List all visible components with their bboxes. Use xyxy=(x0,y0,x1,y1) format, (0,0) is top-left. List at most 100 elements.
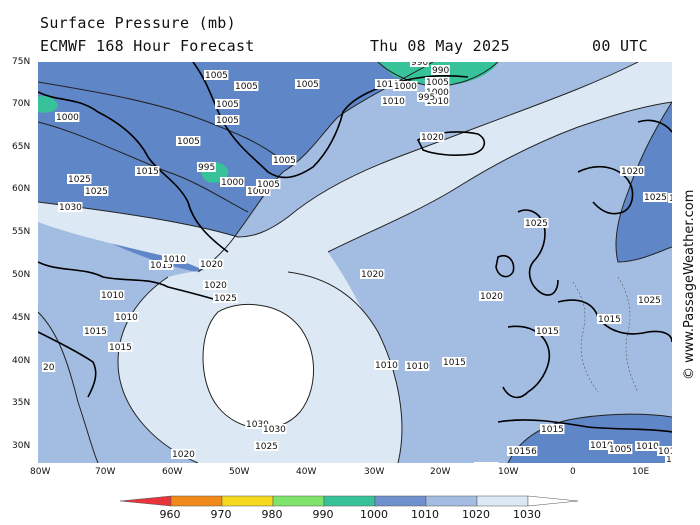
isobar-lines xyxy=(38,62,672,463)
isobar-label-bg xyxy=(108,342,133,352)
isobar-label-text: 1005 xyxy=(426,78,449,88)
isobar-label-text: 1030 xyxy=(59,203,82,213)
isobar-label-text: 1015 xyxy=(666,455,672,463)
isobar-label-text: 1015 xyxy=(443,358,466,368)
isobar-label-bg xyxy=(100,290,125,300)
isobar-label-text: 1005 xyxy=(216,116,239,126)
isobar-label-text: 1010 xyxy=(375,361,398,371)
isobar-label-text: 1030 xyxy=(263,425,286,435)
isobar-label: 1010 xyxy=(374,360,399,371)
lat-label-65n: 65N xyxy=(12,142,31,152)
isobar-label: 1000 xyxy=(55,112,80,123)
isobar-label-bg xyxy=(213,293,238,303)
lat-label-70n: 70N xyxy=(12,99,31,109)
isobar-label-text: 1000 xyxy=(221,178,244,188)
isobar-label-bg xyxy=(374,360,399,370)
isobar-label-bg xyxy=(149,260,174,270)
isobar-label-text: 1000 xyxy=(426,88,449,98)
isobar-label-bg xyxy=(405,361,430,371)
isobar-label: 1030 xyxy=(58,202,83,213)
isobar-label-text: 1005 xyxy=(177,137,200,147)
legend-cell xyxy=(323,495,376,507)
isobar-label-bg xyxy=(425,96,450,106)
legend-cell xyxy=(476,495,529,507)
lon-label-60w: 60W xyxy=(162,467,183,477)
isobar-label: 1005 xyxy=(234,81,259,92)
isobar-label-bg xyxy=(375,79,400,89)
chart-title: Surface Pressure (mb) xyxy=(40,14,236,32)
isobar-label-bg xyxy=(643,192,668,202)
isobar-label-text: 1025 xyxy=(638,296,661,306)
isobar-label: 1015 xyxy=(135,166,160,177)
isobar-label-text: 1000 xyxy=(394,82,417,92)
isobar-label: 1030 xyxy=(262,424,287,435)
legend-cell xyxy=(170,495,223,507)
isobar-label-text: 1005 xyxy=(609,445,632,455)
isobar-label-bg xyxy=(425,77,450,87)
isobar-label-text: 995 xyxy=(198,163,215,173)
isobar-label: 1005 xyxy=(215,99,240,110)
isobar-label: 1025 xyxy=(524,218,549,229)
isobar-label-text: 1015 xyxy=(150,261,173,271)
isobar-label-bg xyxy=(589,440,614,450)
isobar-label: 1020 xyxy=(360,269,385,280)
isobar-label-bg xyxy=(215,99,240,109)
isobar-label: 1005 xyxy=(176,136,201,147)
isobar-label-bg xyxy=(410,62,429,67)
isobar-label: 1025 xyxy=(254,441,279,452)
isobar-label: 1010 xyxy=(405,361,430,372)
isobar-label: 1015 xyxy=(507,446,532,457)
isobar-label-bg xyxy=(507,446,532,456)
isobar-label-bg xyxy=(657,446,672,456)
isobar-label-bg xyxy=(215,115,240,125)
isobar-label: 1015 xyxy=(665,454,672,463)
isobar-label-bg xyxy=(256,179,281,189)
isobar-label-bg xyxy=(135,166,160,176)
isobar-label-bg xyxy=(431,65,450,75)
isobar-label-bg xyxy=(635,441,660,451)
lat-label-60n: 60N xyxy=(12,184,31,194)
isobar-label-bg xyxy=(254,441,279,451)
isobar-label-bg xyxy=(246,186,271,196)
legend-label-980: 980 xyxy=(261,508,283,521)
legend-label-960: 960 xyxy=(159,508,181,521)
isobar-label: 1025 xyxy=(84,186,109,197)
isobar-label-text: 1020 xyxy=(204,281,227,291)
isobar-label-bg xyxy=(540,424,565,434)
isobar-label-text: 1025 xyxy=(68,175,91,185)
isobar-label: 995 xyxy=(197,162,216,173)
isobar-label: 1015 xyxy=(597,314,622,325)
legend-cell-max xyxy=(527,495,579,507)
legend-label-1000: 1000 xyxy=(360,508,388,521)
isobar-label-bg xyxy=(420,132,445,142)
isobar-label: 1020 xyxy=(203,280,228,291)
isobar-label: 1010 xyxy=(589,440,614,451)
isobar-label-text: 990 xyxy=(411,62,428,68)
isobar-label: 995 xyxy=(417,92,436,103)
isobar-label-text: 1010 xyxy=(101,291,124,301)
high-core-1030 xyxy=(203,304,314,429)
isobar-label-bg xyxy=(381,96,406,106)
legend-cell-min xyxy=(120,495,172,507)
isobar-label: 1010 xyxy=(100,290,125,301)
isobar-label: 1025 xyxy=(213,293,238,304)
isobar-label-text: 1030 xyxy=(246,420,269,430)
isobar-label-text: 1015 xyxy=(598,315,621,325)
isobar-label-bg xyxy=(197,162,216,172)
lon-label-0: 0 xyxy=(570,467,576,477)
isobar-label: 1025 xyxy=(668,193,672,204)
isobar-label-text: 1020 xyxy=(480,292,503,302)
isobar-label-bg xyxy=(83,326,108,336)
legend-label-1030: 1030 xyxy=(513,508,541,521)
isobar-label-text: 1005 xyxy=(257,180,280,190)
isobar-label-bg xyxy=(597,314,622,324)
lat-label-45n: 45N xyxy=(12,313,31,323)
isobar-label: 1010 xyxy=(657,446,672,457)
lon-label-50w: 50W xyxy=(229,467,250,477)
isobar-label-text: 1020 xyxy=(421,133,444,143)
isobar-label: 1010 xyxy=(381,96,406,107)
isobar-label: 20 xyxy=(42,362,56,373)
isobar-label: 990 xyxy=(431,65,450,76)
